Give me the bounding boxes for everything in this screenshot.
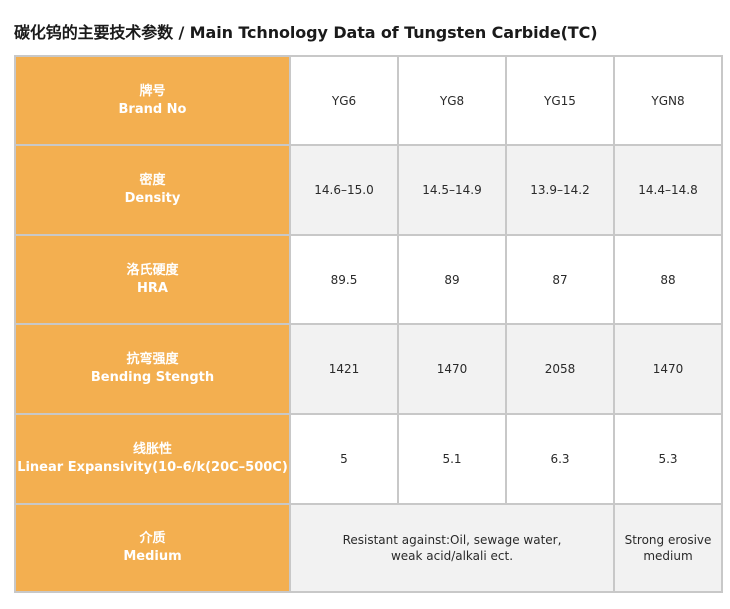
table-cell: 1421: [289, 323, 399, 415]
table-cell: 1470: [613, 323, 723, 415]
row-header-zh: 抗弯强度: [126, 352, 179, 367]
table-row: 介质 Medium Resistant against:Oil, sewage …: [14, 503, 723, 593]
table-cell: YG6: [289, 55, 399, 146]
medium-yg-cell: Resistant against:Oil, sewage water, wea…: [289, 503, 615, 593]
row-header-zh: 介质: [139, 531, 166, 546]
table-row: 洛氏硬度 HRA 89.5 89 87 88: [14, 234, 723, 325]
row-header-expansivity: 线胀性 Linear Expansivity(10–6/k(20C–500C): [14, 413, 291, 505]
row-header-zh: 牌号: [139, 83, 166, 99]
table-row: 密度 Density 14.6–15.0 14.5–14.9 13.9–14.2…: [14, 144, 723, 236]
table-cell: 13.9–14.2: [505, 144, 615, 236]
row-header-brand: 牌号 Brand No: [14, 55, 291, 146]
medium-ygn-line: Strong erosive: [624, 533, 712, 547]
table-row: 抗弯强度 Bending Stength 1421 1470 2058 1470: [14, 323, 723, 415]
table-cell: YG15: [505, 55, 615, 146]
table-cell: 5: [289, 413, 399, 505]
row-header-density: 密度 Density: [14, 144, 291, 236]
row-header-en: Medium: [123, 549, 182, 564]
row-header-en: Linear Expansivity(10–6/k(20C–500C): [17, 460, 288, 475]
row-header-bending: 抗弯强度 Bending Stength: [14, 323, 291, 415]
row-header-zh: 密度: [139, 173, 166, 188]
row-header-zh: 洛氏硬度: [126, 262, 179, 278]
table-cell: YG8: [397, 55, 507, 146]
row-header-en: Bending Stength: [90, 370, 215, 385]
row-header-zh: 线胀性: [132, 442, 172, 457]
table-cell: YGN8: [613, 55, 723, 146]
medium-yg-line: Resistant against:Oil, sewage water,: [342, 533, 562, 547]
data-table: 牌号 Brand No YG6 YG8 YG15 YGN8 密度 Density…: [14, 55, 723, 593]
medium-yg-line: weak acid/alkali ect.: [390, 549, 514, 563]
row-header-medium: 介质 Medium: [14, 503, 291, 593]
row-header-en: Brand No: [118, 101, 187, 117]
table-cell: 2058: [505, 323, 615, 415]
table-cell: 88: [613, 234, 723, 325]
page-title: 碳化钨的主要技术参数 / Main Tchnology Data of Tung…: [14, 23, 598, 42]
table-cell: 1470: [397, 323, 507, 415]
table-cell: 89: [397, 234, 507, 325]
table-cell: 89.5: [289, 234, 399, 325]
table-cell: 5.1: [397, 413, 507, 505]
row-header-hardness: 洛氏硬度 HRA: [14, 234, 291, 325]
table-cell: 87: [505, 234, 615, 325]
row-header-en: Density: [124, 191, 181, 206]
table-row: 牌号 Brand No YG6 YG8 YG15 YGN8: [14, 55, 723, 146]
table-cell: 14.4–14.8: [613, 144, 723, 236]
table-cell: 14.5–14.9: [397, 144, 507, 236]
table-row: 线胀性 Linear Expansivity(10–6/k(20C–500C) …: [14, 413, 723, 505]
table-cell: 5.3: [613, 413, 723, 505]
medium-ygn-line: medium: [643, 549, 693, 563]
table-cell: 6.3: [505, 413, 615, 505]
table-cell: 14.6–15.0: [289, 144, 399, 236]
row-header-en: HRA: [137, 280, 168, 296]
medium-ygn-cell: Strong erosive medium: [613, 503, 723, 593]
